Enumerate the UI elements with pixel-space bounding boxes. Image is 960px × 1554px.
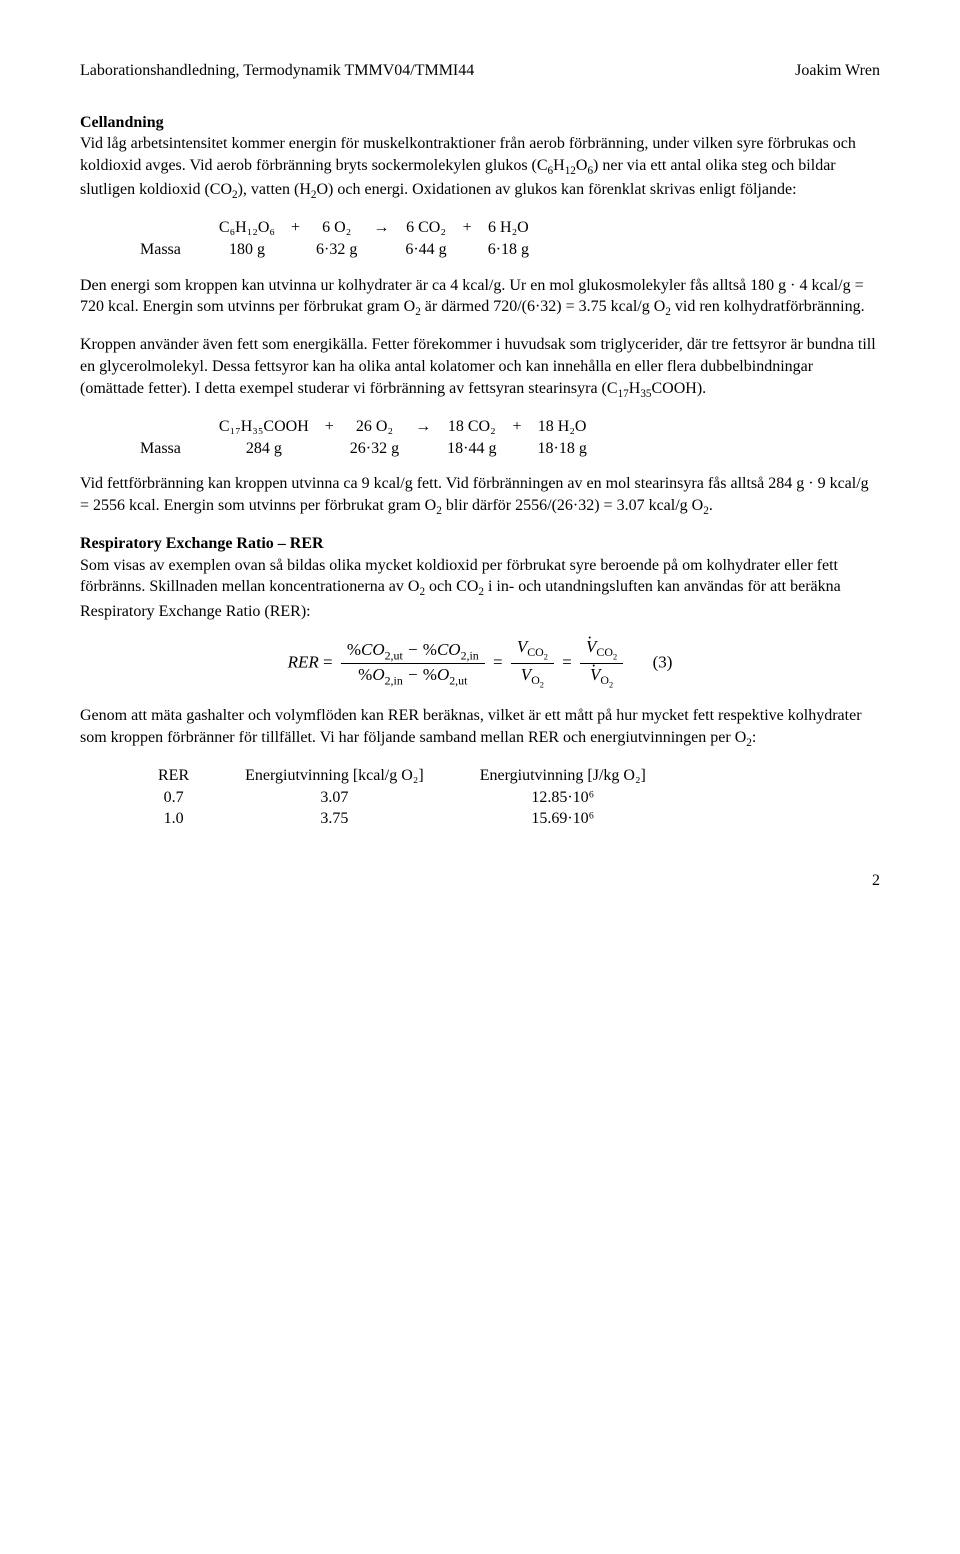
rer-formula: RER = %CO2,ut − %CO2,in %O2,in − %O2,ut …: [80, 636, 880, 691]
para-4: Vid fettförbränning kan kroppen utvinna …: [80, 473, 880, 519]
eq2-m3: 18·44 g: [439, 438, 504, 460]
eq1-m3: 6·44 g: [397, 239, 454, 261]
para-3: Kroppen använder även fett som energikäl…: [80, 334, 880, 401]
eq2-plus1: +: [317, 416, 342, 438]
header-left: Laborationshandledning, Termodynamik TMM…: [80, 60, 474, 82]
para-1d: O) och energi. Oxidationen av glukos kan…: [317, 181, 797, 198]
glucose-equation: C₆H₁₂O₆ + 6 O₂ → 6 CO₂ + 6 H₂O Massa 180…: [140, 217, 537, 260]
eq1-c1: C₆H₁₂O₆: [211, 217, 283, 239]
section-title-rer: Respiratory Exchange Ratio – RER: [80, 535, 324, 552]
eq2-m1: 284 g: [211, 438, 317, 460]
eq1-c3: 6 CO₂: [397, 217, 454, 239]
eq1-arrow: →: [365, 217, 397, 239]
header-right: Joakim Wren: [795, 60, 880, 82]
eq2-c3: 18 CO₂: [439, 416, 504, 438]
para-1c: ), vatten (H: [238, 181, 311, 198]
eq2-arrow: →: [407, 416, 439, 438]
eq1-mass-label: Massa: [140, 239, 211, 261]
table-row: 1.0 3.75 15.69·10⁶: [130, 808, 674, 830]
eq2-c4: 18 H₂O: [529, 416, 594, 438]
eq2-m2: 26·32 g: [342, 438, 407, 460]
equation-number: (3): [653, 653, 673, 672]
eq1-m4: 6·18 g: [480, 239, 537, 261]
eq1-m2: 6·32 g: [308, 239, 365, 261]
eq1-plus2: +: [455, 217, 480, 239]
rer-h2: Energiutvinning [kcal/g O₂]: [217, 765, 452, 787]
section-cellandning: Cellandning Vid låg arbetsintensitet kom…: [80, 112, 880, 204]
eq1-c2: 6 O₂: [308, 217, 365, 239]
section-title-cellandning: Cellandning: [80, 114, 164, 131]
eq2-plus2: +: [504, 416, 529, 438]
eq1-m1: 180 g: [211, 239, 283, 261]
page-number: 2: [80, 870, 880, 892]
eq2-m4: 18·18 g: [529, 438, 594, 460]
eq1-c4: 6 H₂O: [480, 217, 537, 239]
page-header: Laborationshandledning, Termodynamik TMM…: [80, 60, 880, 82]
rer-h1: RER: [130, 765, 217, 787]
eq2-mass-label: Massa: [140, 438, 211, 460]
para-2: Den energi som kroppen kan utvinna ur ko…: [80, 275, 880, 321]
eq2-c1: C₁₇H₃₅COOH: [211, 416, 317, 438]
eq1-plus1: +: [283, 217, 308, 239]
section-rer: Respiratory Exchange Ratio – RER Som vis…: [80, 533, 880, 622]
stearic-equation: C₁₇H₃₅COOH + 26 O₂ → 18 CO₂ + 18 H₂O Mas…: [140, 416, 595, 459]
para-5: Genom att mäta gashalter och volymflöden…: [80, 705, 880, 751]
rer-h3: Energiutvinning [J/kg O₂]: [452, 765, 674, 787]
rer-table: RER Energiutvinning [kcal/g O₂] Energiut…: [130, 765, 674, 830]
eq2-c2: 26 O₂: [342, 416, 407, 438]
table-row: 0.7 3.07 12.85·10⁶: [130, 787, 674, 809]
